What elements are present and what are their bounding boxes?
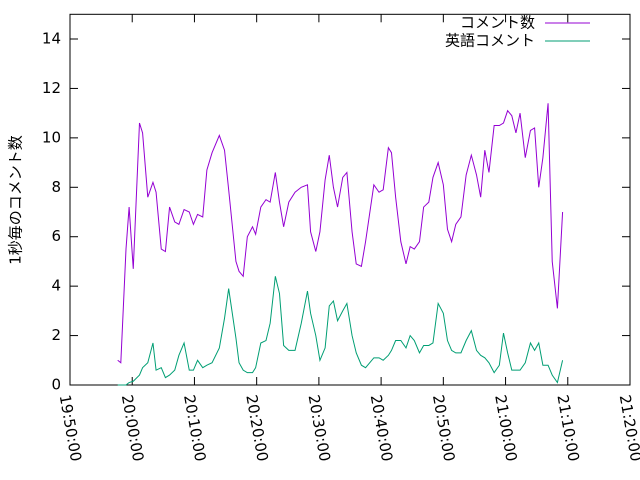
y-tick-label: 0	[51, 376, 61, 394]
x-tick-label: 21:10:00	[553, 393, 582, 462]
y-tick-label: 14	[42, 30, 61, 48]
y-tick-label: 12	[42, 79, 61, 97]
series-line	[117, 103, 564, 364]
x-tick-label: 21:00:00	[491, 393, 520, 462]
legend-label: 英語コメント	[445, 32, 535, 50]
x-tick-label: 20:40:00	[367, 393, 396, 462]
y-tick-label: 2	[51, 326, 61, 344]
series-line	[117, 276, 564, 386]
legend-label: コメント数	[460, 14, 535, 32]
x-tick-label: 20:30:00	[305, 393, 334, 462]
x-tick-label: 20:00:00	[118, 393, 147, 462]
x-tick-label: 20:20:00	[242, 393, 271, 462]
y-tick-label: 6	[51, 227, 61, 245]
y-tick-label: 8	[51, 178, 61, 196]
plot-frame	[69, 13, 631, 386]
y-tick-label: 4	[51, 277, 61, 295]
y-tick-label: 10	[42, 128, 61, 146]
y-axis-label: 1秒毎のコメント数	[7, 135, 25, 265]
x-tick-label: 20:10:00	[180, 393, 209, 462]
x-tick-label: 21:20:00	[616, 393, 640, 462]
x-tick-label: 20:50:00	[429, 393, 458, 462]
x-tick-label: 19:50:00	[56, 393, 85, 462]
